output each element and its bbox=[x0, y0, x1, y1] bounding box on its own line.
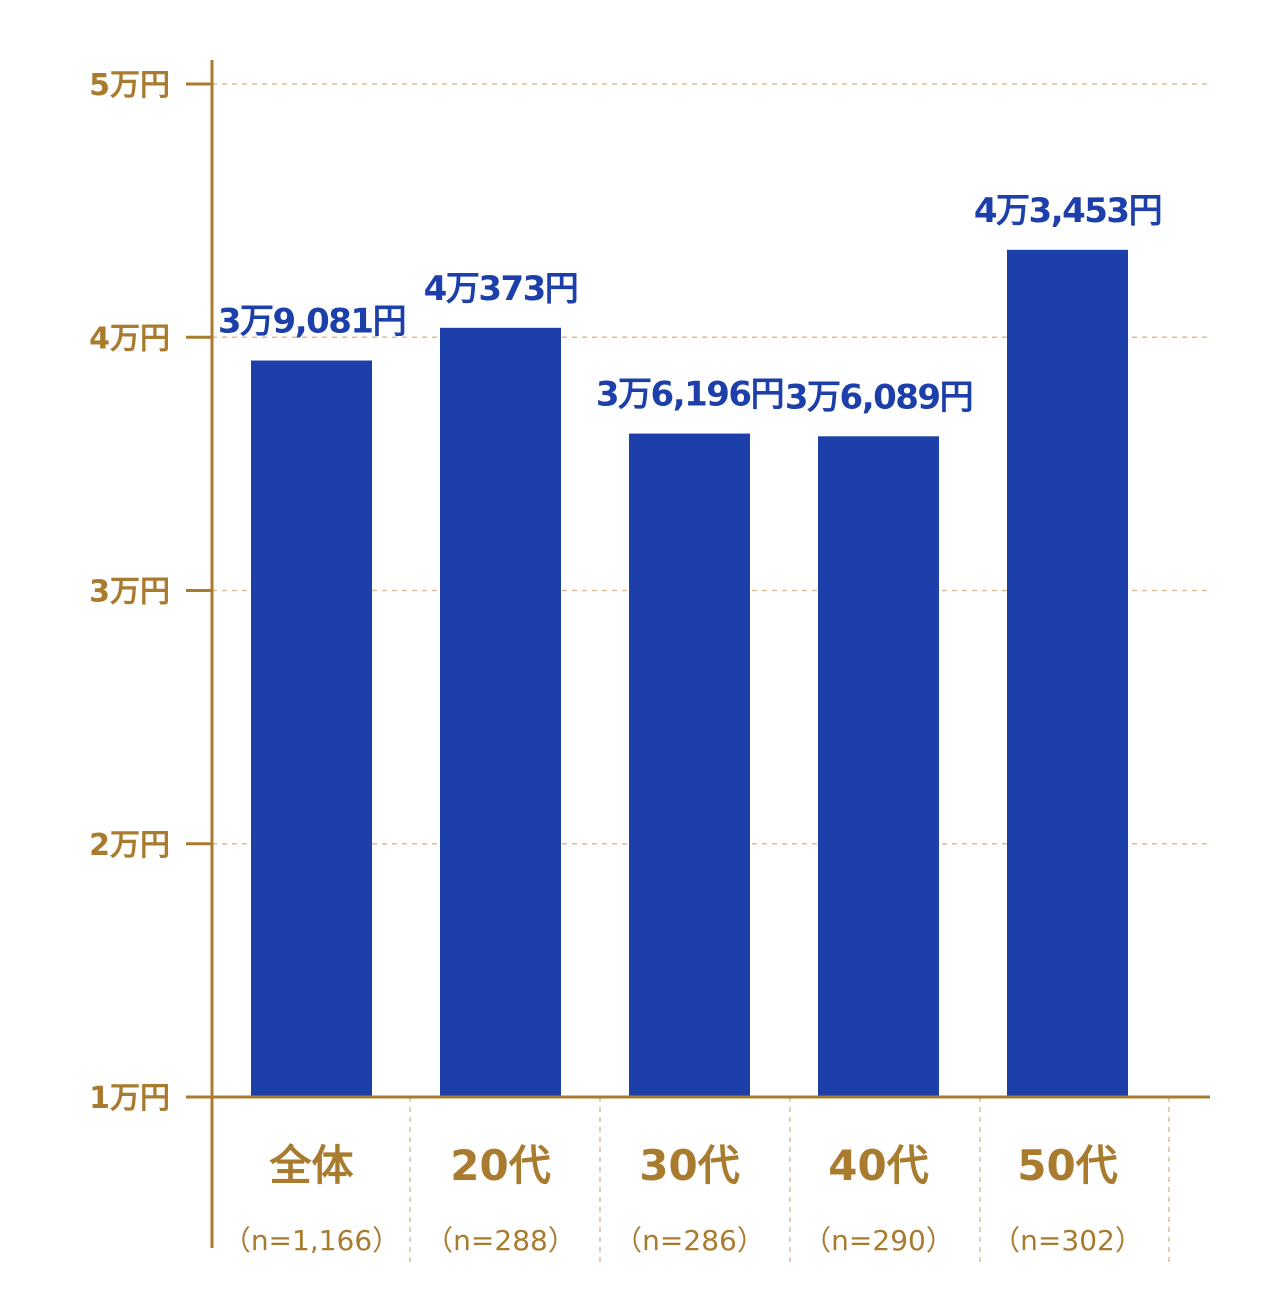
x-tick-label: 40代 bbox=[828, 1141, 928, 1190]
bar bbox=[440, 327, 561, 1097]
axes: 5万円 4万円 3万円 2万円 1万円 bbox=[89, 60, 1210, 1248]
data-label: 4万3,453円 bbox=[974, 191, 1161, 231]
sample-size-label: （n=288） bbox=[425, 1224, 576, 1257]
sample-size-label: （n=1,166） bbox=[223, 1224, 400, 1257]
data-label: 3万9,081円 bbox=[218, 302, 405, 342]
y-tick-label: 5万円 bbox=[89, 68, 170, 103]
y-tick-label: 2万円 bbox=[89, 828, 170, 863]
bar bbox=[251, 360, 372, 1097]
x-tick-label: 20代 bbox=[450, 1141, 550, 1190]
y-tick-label: 3万円 bbox=[89, 575, 170, 610]
data-label: 3万6,089円 bbox=[785, 377, 972, 417]
bar bbox=[1007, 249, 1128, 1097]
data-label: 3万6,196円 bbox=[596, 375, 783, 415]
bars bbox=[251, 249, 1128, 1097]
x-tick-label: 50代 bbox=[1017, 1141, 1117, 1190]
x-tick-label: 全体 bbox=[268, 1141, 353, 1190]
bar bbox=[629, 433, 750, 1097]
bar bbox=[818, 436, 939, 1097]
category-separators bbox=[409, 1097, 1170, 1262]
data-label: 4万373円 bbox=[424, 269, 578, 309]
y-tick-label: 1万円 bbox=[89, 1081, 170, 1116]
sample-size-label: （n=302） bbox=[992, 1224, 1143, 1257]
sample-size-label: （n=290） bbox=[803, 1224, 954, 1257]
sample-size-label: （n=286） bbox=[614, 1224, 765, 1257]
x-tick-label: 30代 bbox=[639, 1141, 739, 1190]
y-tick-label: 4万円 bbox=[89, 321, 170, 356]
